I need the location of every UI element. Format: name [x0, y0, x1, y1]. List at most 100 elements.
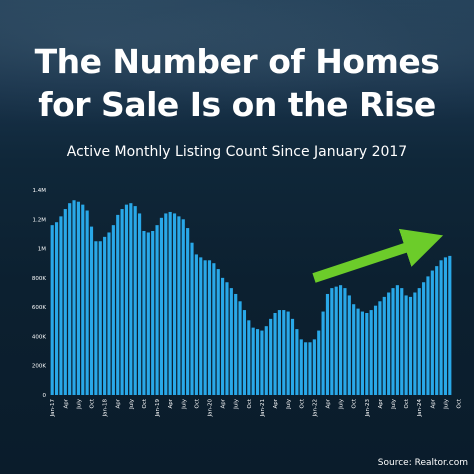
- x-tick-label: Jan-18: [103, 399, 109, 418]
- x-tick-label: July: [181, 398, 187, 410]
- bar: [159, 217, 163, 395]
- bar: [426, 276, 430, 395]
- bar: [260, 330, 264, 395]
- bar: [229, 288, 233, 395]
- x-tick-label: July: [129, 398, 135, 410]
- bar: [391, 288, 395, 395]
- y-tick-label: 1M: [38, 247, 46, 253]
- bar: [81, 204, 85, 395]
- bar: [251, 327, 255, 395]
- bar: [290, 318, 295, 395]
- bar: [186, 228, 190, 395]
- bar: [264, 326, 268, 395]
- bar: [221, 277, 225, 395]
- bar: [312, 339, 316, 395]
- bar: [408, 296, 413, 395]
- bar: [387, 292, 391, 395]
- bar: [365, 313, 369, 395]
- bar: [194, 254, 198, 395]
- bar: [133, 206, 137, 395]
- x-tick-label: Jan-20: [207, 399, 213, 418]
- bar: [103, 236, 107, 395]
- bar: [448, 255, 452, 395]
- x-tick-label: July: [339, 398, 345, 410]
- x-tick-label: Apr: [116, 398, 122, 408]
- source-credit: Source: Realtor.com: [377, 458, 468, 468]
- bar: [234, 293, 238, 395]
- y-tick-label: 1.2M: [33, 217, 47, 223]
- chart-subtitle: Active Monthly Listing Count Since Janua…: [66, 144, 408, 160]
- title-line-1: The Number of Homes: [34, 42, 440, 81]
- x-tick-label: July: [286, 398, 292, 410]
- title-line-2: for Sale Is on the Rise: [38, 85, 436, 124]
- bar: [54, 222, 59, 395]
- x-tick-label: Oct: [247, 398, 253, 408]
- aerial-photo-background: [0, 0, 474, 140]
- x-tick-label: July: [443, 398, 449, 410]
- x-tick-label: Oct: [352, 398, 358, 408]
- bar: [138, 213, 142, 395]
- bar: [343, 288, 347, 395]
- x-tick-label: July: [391, 398, 397, 410]
- x-tick-label: Apr: [325, 398, 331, 408]
- bar: [89, 226, 94, 395]
- bar: [325, 293, 330, 395]
- bar: [299, 339, 303, 395]
- bar: [356, 308, 360, 395]
- bar: [225, 282, 229, 395]
- x-tick-label: Apr: [221, 398, 227, 408]
- x-tick-label: Apr: [273, 398, 279, 408]
- bar: [172, 213, 177, 395]
- bar: [417, 288, 421, 395]
- bar: [63, 209, 67, 395]
- bar: [404, 295, 408, 395]
- bar: [146, 232, 150, 395]
- bar: [439, 260, 443, 395]
- bar: [216, 269, 220, 395]
- page-title: The Number of Homes for Sale Is on the R…: [0, 40, 474, 126]
- x-tick-label: Jan-21: [260, 399, 266, 417]
- bar: [321, 311, 325, 395]
- bar: [334, 286, 338, 395]
- bar: [155, 225, 159, 395]
- x-tick-label: Jan-17: [50, 399, 56, 418]
- x-tick-label: Apr: [430, 398, 436, 408]
- bar: [111, 225, 115, 395]
- bar: [168, 211, 172, 395]
- y-tick-label: 1.4M: [33, 188, 47, 194]
- bar: [369, 310, 373, 395]
- bar: [286, 311, 290, 395]
- bar: [304, 342, 308, 395]
- x-tick-label: Oct: [299, 398, 305, 408]
- bar: [190, 242, 194, 395]
- bar: [212, 263, 216, 395]
- bar: [352, 304, 356, 395]
- x-tick-label: Apr: [168, 398, 174, 408]
- x-tick-label: July: [76, 398, 82, 410]
- bar: [373, 305, 378, 395]
- bar: [124, 204, 129, 395]
- bar: [400, 288, 404, 395]
- bar: [339, 285, 343, 395]
- bar: [378, 301, 382, 395]
- bar: [422, 282, 426, 395]
- x-tick-label: Apr: [378, 398, 384, 408]
- bar: [282, 310, 286, 395]
- trend-arrow-icon: [312, 228, 444, 283]
- bar: [330, 288, 334, 395]
- x-tick-label: Apr: [63, 398, 69, 408]
- bar: [142, 231, 146, 395]
- x-tick-label: Oct: [194, 398, 200, 408]
- x-tick-label: Oct: [404, 398, 410, 408]
- y-tick-label: 400K: [32, 334, 46, 340]
- bar: [308, 342, 312, 395]
- y-tick-label: 200K: [32, 364, 46, 370]
- bar: [242, 310, 247, 395]
- bar: [116, 214, 120, 395]
- bar: [151, 231, 155, 395]
- x-tick-label: Jan-22: [312, 399, 318, 417]
- bar: [199, 257, 203, 395]
- bar: [94, 241, 98, 395]
- x-tick-label: Jan-23: [365, 399, 371, 418]
